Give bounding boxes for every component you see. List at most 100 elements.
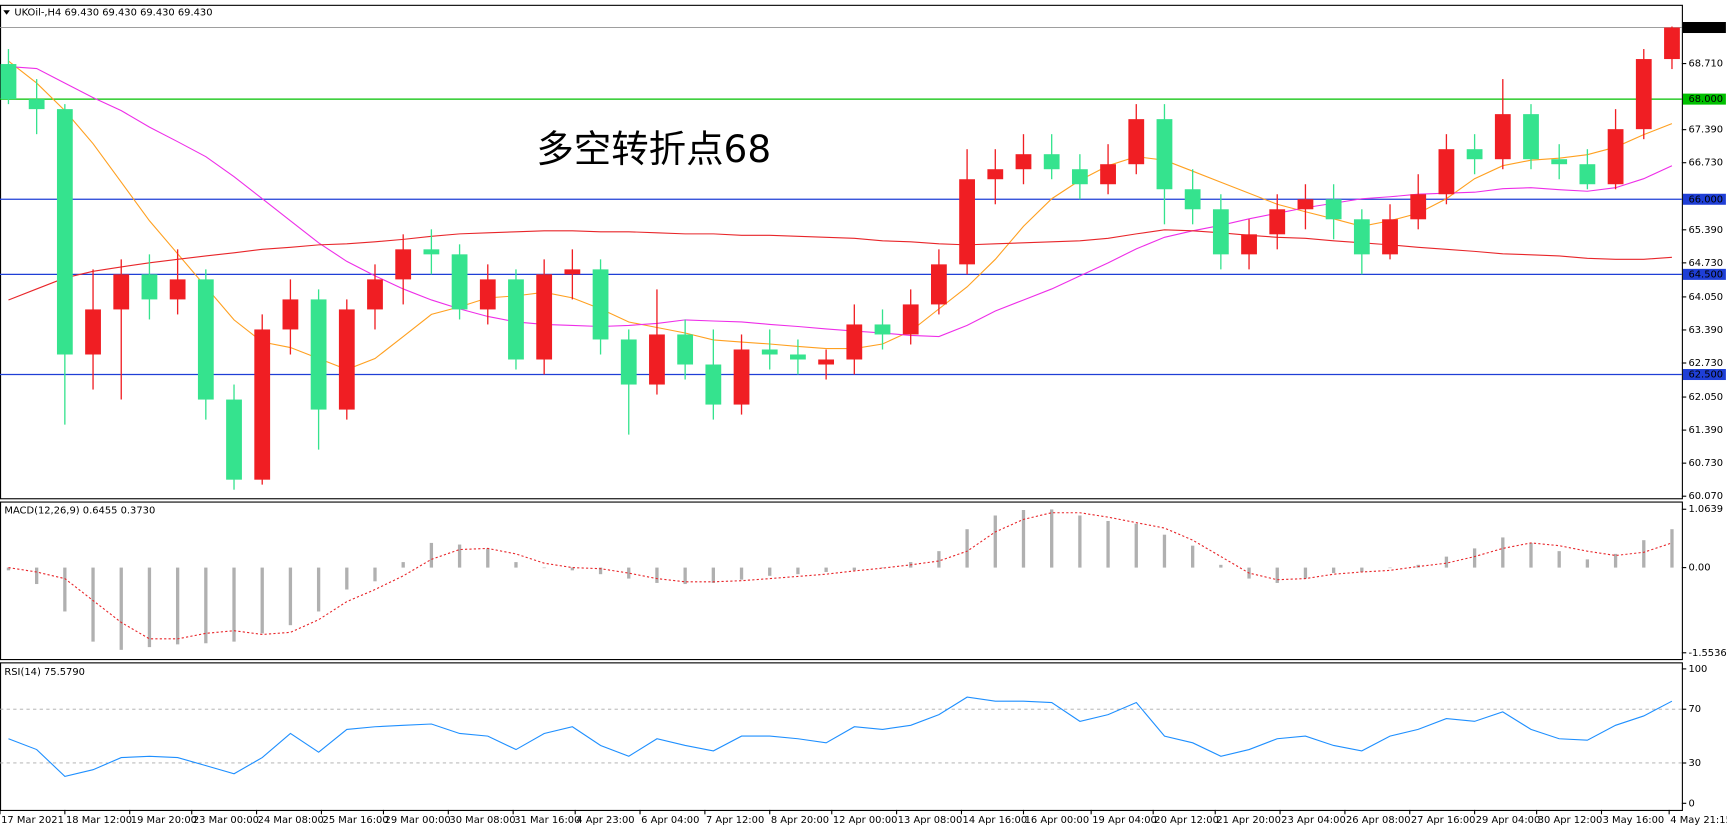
macd-histogram-bar	[6, 567, 11, 571]
y-tick-label: 0.00	[1688, 563, 1710, 574]
candle-body	[1241, 234, 1257, 255]
x-tick-label: 4 Apr 23:00	[576, 815, 634, 826]
macd-histogram-bar	[1303, 567, 1308, 579]
candle-body	[28, 99, 45, 110]
x-tick-label: 12 Apr 00:00	[833, 815, 898, 826]
y-tick-label: 67.390	[1688, 125, 1723, 136]
y-tick-label: 60.730	[1688, 458, 1723, 469]
candle-body	[1015, 154, 1032, 170]
y-tick-label: 65.390	[1688, 225, 1723, 236]
y-tick-label: -1.5536	[1688, 648, 1726, 659]
y-tick-label: 100	[1688, 664, 1707, 675]
last-price-label: 69.430	[1688, 23, 1723, 34]
macd-histogram-bar	[457, 544, 462, 568]
candle-body	[649, 334, 665, 385]
x-tick-label: 29 Apr 04:00	[1476, 815, 1541, 826]
macd-histogram-bar	[1613, 553, 1618, 568]
macd-histogram-bar	[401, 562, 405, 568]
candle-body	[1410, 194, 1427, 220]
x-tick-label: 26 Apr 08:00	[1346, 815, 1411, 826]
candle-body	[592, 269, 609, 340]
candle-body	[1100, 164, 1116, 185]
y-tick-label: 68.710	[1688, 59, 1723, 70]
candle-body	[1128, 119, 1145, 165]
x-tick-label: 14 Apr 16:00	[963, 815, 1028, 826]
macd-histogram-bar	[1050, 509, 1054, 568]
price-panel-frame	[0, 4, 1683, 500]
x-tick-label: 19 Mar 20:00	[131, 815, 197, 826]
candle-body	[902, 304, 919, 335]
macd-histogram-bar	[91, 567, 95, 642]
x-tick-label: 25 Mar 16:00	[323, 815, 389, 826]
x-tick-label: 6 Apr 04:00	[641, 815, 699, 826]
menu-triangle	[3, 10, 10, 15]
candle-body	[367, 279, 383, 310]
macd-histogram-bar	[1529, 542, 1533, 568]
candle-body	[761, 349, 778, 355]
macd-histogram-bar	[316, 567, 321, 612]
candle-body	[1269, 209, 1286, 235]
candle-body	[141, 274, 158, 300]
y-tick-label: 66.730	[1688, 158, 1723, 169]
moving-average	[8, 66, 1673, 338]
candle-body	[282, 299, 299, 330]
macd-histogram-bar	[1444, 556, 1449, 568]
candle-body	[1664, 27, 1680, 60]
macd-histogram-bar	[345, 567, 349, 590]
macd-histogram-bar	[739, 567, 744, 580]
y-tick-label: 61.390	[1688, 425, 1723, 436]
y-tick-label: 62.050	[1688, 392, 1723, 403]
candle-body	[113, 274, 130, 310]
macd-histogram-bar	[880, 567, 885, 569]
candle-body	[790, 354, 806, 360]
macd-histogram-bar	[852, 567, 856, 571]
y-tick-label: 62.730	[1688, 358, 1723, 369]
macd-histogram-bar	[1162, 534, 1167, 568]
macd-histogram-bar	[1472, 548, 1477, 568]
y-tick-label: 63.390	[1688, 325, 1723, 336]
y-tick-label: 64.730	[1688, 258, 1723, 269]
x-tick-label: 19 Apr 04:00	[1092, 815, 1157, 826]
macd-histogram-bar	[1360, 567, 1364, 572]
rsi-panel-frame	[0, 662, 1683, 812]
candle-body	[508, 279, 524, 360]
macd-histogram-bar	[965, 529, 969, 568]
candle-body	[1212, 209, 1229, 255]
candle-body	[56, 109, 73, 355]
level-label: 68.000	[1688, 94, 1723, 105]
macd-histogram-bar	[147, 567, 152, 648]
candle-body	[451, 254, 468, 310]
candle-body	[1325, 199, 1342, 220]
x-tick-label: 7 Apr 12:00	[706, 815, 764, 826]
level-label-box	[1682, 369, 1726, 381]
macd-histogram-bar	[232, 567, 236, 642]
macd-histogram-bar	[1191, 545, 1195, 568]
candle-body	[536, 274, 553, 360]
x-tick-label: 4 May 21:15	[1670, 815, 1727, 826]
macd-histogram-bar	[1219, 564, 1223, 568]
candle-body	[1156, 119, 1173, 190]
macd-histogram-bar	[204, 567, 208, 644]
macd-histogram-bar	[1078, 515, 1082, 568]
candle-body	[705, 364, 722, 405]
candle-body	[987, 169, 1004, 180]
level-label-box	[1682, 93, 1726, 105]
candle-body	[733, 349, 750, 405]
macd-histogram-bar	[514, 562, 518, 568]
rsi-line	[8, 696, 1673, 778]
macd-histogram-bar	[1275, 567, 1279, 583]
candle-body	[677, 334, 694, 365]
macd-signal-line	[8, 512, 1673, 640]
macd-histogram-bar	[683, 567, 687, 585]
candle-body	[931, 264, 947, 305]
candle-body	[169, 279, 186, 300]
macd-histogram-bar	[1557, 551, 1561, 568]
macd-histogram-bar	[35, 567, 39, 585]
candle-body	[1071, 169, 1088, 185]
macd-histogram-bar	[63, 567, 67, 612]
candle-body	[1551, 159, 1568, 165]
macd-histogram-bar	[373, 567, 377, 582]
last-price-box	[1682, 22, 1726, 34]
macd-histogram-bar	[1106, 520, 1110, 568]
y-tick-label: 70	[1688, 704, 1701, 715]
